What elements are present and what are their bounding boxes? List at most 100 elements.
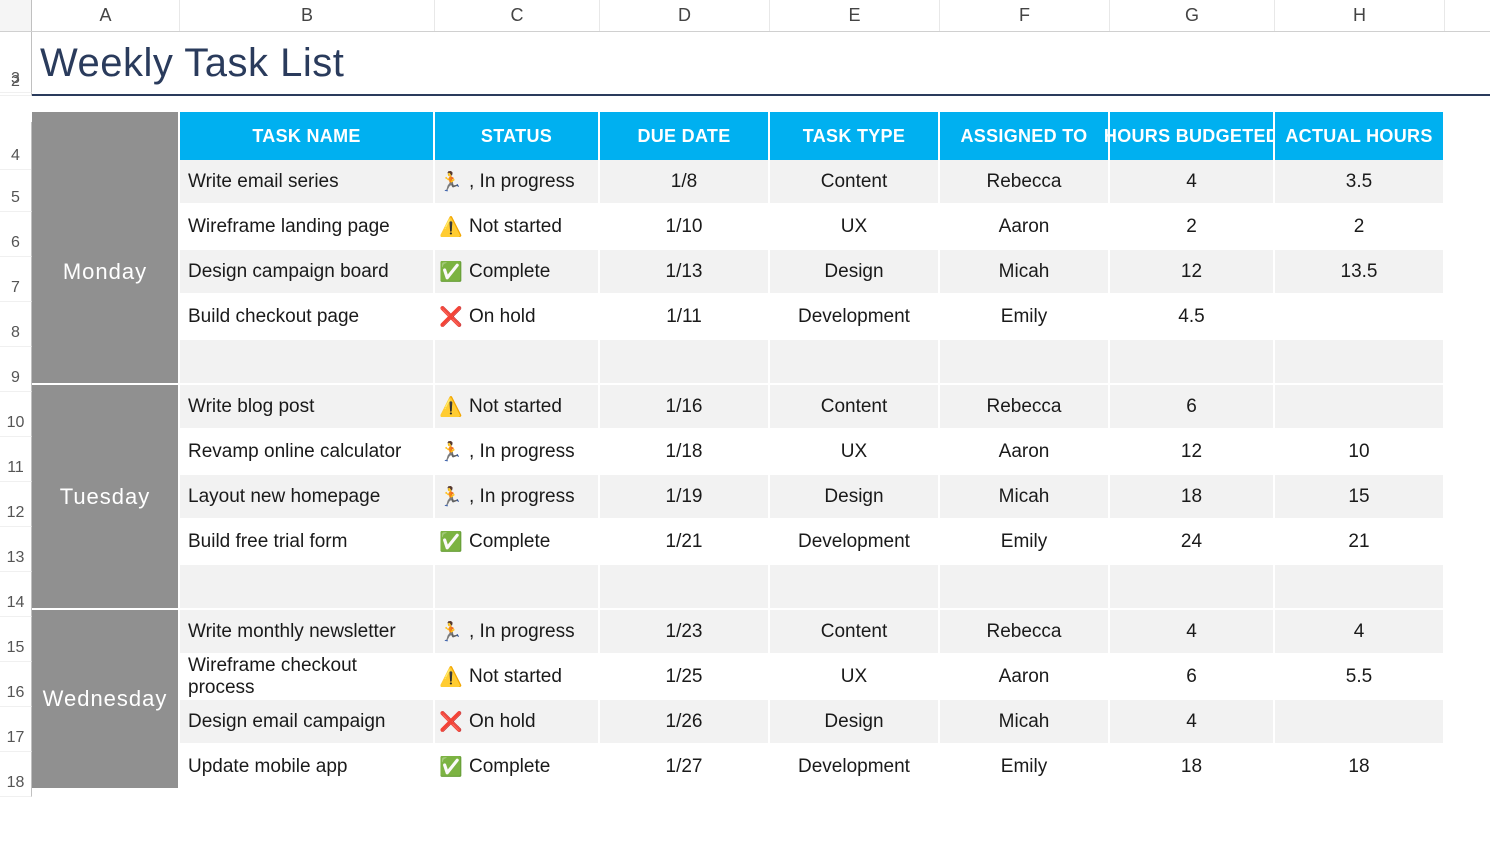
cell-hours-budgeted[interactable]: 4 <box>1110 610 1275 655</box>
cell-actual-hours[interactable]: 5.5 <box>1275 655 1445 700</box>
cell-hours-budgeted[interactable]: 18 <box>1110 745 1275 790</box>
row-header[interactable]: 7 <box>0 257 32 302</box>
cell-task-type[interactable]: Design <box>770 475 940 520</box>
th-task-type[interactable]: TASK TYPE <box>770 112 940 160</box>
cell-task-name[interactable]: Design campaign board <box>180 250 435 295</box>
cell-status[interactable]: ⚠️Not started <box>435 655 600 700</box>
cell-status[interactable]: ⚠️Not started <box>435 385 600 430</box>
cell-task-type[interactable]: Development <box>770 295 940 340</box>
cell-due-date[interactable]: 1/19 <box>600 475 770 520</box>
cell-status[interactable]: 🏃, In progress <box>435 610 600 655</box>
cell-due-date[interactable]: 1/16 <box>600 385 770 430</box>
th-actual-hours[interactable]: ACTUAL HOURS <box>1275 112 1445 160</box>
cell-assigned-to[interactable]: Aaron <box>940 430 1110 475</box>
cell-assigned-to[interactable]: Emily <box>940 745 1110 790</box>
col-header[interactable]: C <box>435 0 600 31</box>
cell-actual-hours[interactable] <box>1275 340 1445 385</box>
th-status[interactable]: STATUS <box>435 112 600 160</box>
cell-actual-hours[interactable] <box>1275 295 1445 340</box>
cell-task-name[interactable] <box>180 565 435 610</box>
cell-actual-hours[interactable]: 2 <box>1275 205 1445 250</box>
cell-task-name[interactable]: Wireframe checkout process <box>180 655 435 700</box>
row-header[interactable]: 15 <box>0 617 32 662</box>
cell-assigned-to[interactable]: Rebecca <box>940 610 1110 655</box>
cell-task-type[interactable]: UX <box>770 205 940 250</box>
cell-assigned-to[interactable]: Rebecca <box>940 385 1110 430</box>
cell-assigned-to[interactable]: Micah <box>940 475 1110 520</box>
th-task-name[interactable]: TASK NAME <box>180 112 435 160</box>
cell-actual-hours[interactable]: 10 <box>1275 430 1445 475</box>
cell-actual-hours[interactable] <box>1275 700 1445 745</box>
cell-status[interactable]: ✅Complete <box>435 250 600 295</box>
col-header[interactable]: B <box>180 0 435 31</box>
cell-task-name[interactable]: Write blog post <box>180 385 435 430</box>
cell-actual-hours[interactable]: 13.5 <box>1275 250 1445 295</box>
cell-assigned-to[interactable]: Rebecca <box>940 160 1110 205</box>
cell-due-date[interactable]: 1/13 <box>600 250 770 295</box>
select-all-corner[interactable] <box>0 0 32 31</box>
cell-task-name[interactable]: Write email series <box>180 160 435 205</box>
cell-assigned-to[interactable] <box>940 565 1110 610</box>
col-header[interactable]: D <box>600 0 770 31</box>
cell-task-type[interactable]: Content <box>770 385 940 430</box>
cell-due-date[interactable]: 1/21 <box>600 520 770 565</box>
cell-status[interactable]: 🏃, In progress <box>435 430 600 475</box>
col-header[interactable]: A <box>32 0 180 31</box>
cell-hours-budgeted[interactable]: 12 <box>1110 430 1275 475</box>
cell-due-date[interactable] <box>600 340 770 385</box>
cell-status[interactable]: ❌On hold <box>435 295 600 340</box>
cell-actual-hours[interactable]: 21 <box>1275 520 1445 565</box>
cell-hours-budgeted[interactable]: 24 <box>1110 520 1275 565</box>
cell-due-date[interactable] <box>600 565 770 610</box>
row-header[interactable]: 13 <box>0 527 32 572</box>
cell-due-date[interactable]: 1/26 <box>600 700 770 745</box>
day-label[interactable]: Wednesday <box>32 610 180 790</box>
col-header[interactable]: G <box>1110 0 1275 31</box>
row-header[interactable]: 11 <box>0 437 32 482</box>
day-label[interactable]: Monday <box>32 160 180 385</box>
cell-hours-budgeted[interactable]: 4.5 <box>1110 295 1275 340</box>
cell-actual-hours[interactable]: 3.5 <box>1275 160 1445 205</box>
cell-task-name[interactable]: Revamp online calculator <box>180 430 435 475</box>
cell-due-date[interactable]: 1/27 <box>600 745 770 790</box>
cell-status[interactable] <box>435 340 600 385</box>
cell-assigned-to[interactable]: Aaron <box>940 205 1110 250</box>
cell-hours-budgeted[interactable]: 4 <box>1110 700 1275 745</box>
row-header[interactable]: 14 <box>0 572 32 617</box>
row-header[interactable]: 6 <box>0 212 32 257</box>
row-header[interactable]: 3 <box>0 77 32 93</box>
cell-task-type[interactable]: Content <box>770 160 940 205</box>
cell-task-name[interactable]: Build checkout page <box>180 295 435 340</box>
cell-status[interactable] <box>435 565 600 610</box>
cell-due-date[interactable]: 1/18 <box>600 430 770 475</box>
cell-task-type[interactable]: Content <box>770 610 940 655</box>
cell-status[interactable]: ✅Complete <box>435 745 600 790</box>
cell-assigned-to[interactable]: Aaron <box>940 655 1110 700</box>
cell-task-name[interactable] <box>180 340 435 385</box>
cell-assigned-to[interactable]: Emily <box>940 295 1110 340</box>
cell-task-type[interactable] <box>770 340 940 385</box>
row-header[interactable]: 5 <box>0 167 32 212</box>
cell-actual-hours[interactable]: 4 <box>1275 610 1445 655</box>
cell-task-type[interactable]: Development <box>770 520 940 565</box>
cell-hours-budgeted[interactable] <box>1110 340 1275 385</box>
cell-task-type[interactable]: Design <box>770 250 940 295</box>
row-header[interactable]: 16 <box>0 662 32 707</box>
cell-assigned-to[interactable] <box>940 340 1110 385</box>
cell-hours-budgeted[interactable]: 6 <box>1110 385 1275 430</box>
cell-assigned-to[interactable]: Micah <box>940 250 1110 295</box>
cell-due-date[interactable]: 1/10 <box>600 205 770 250</box>
cell-task-type[interactable]: UX <box>770 655 940 700</box>
cell-task-type[interactable]: UX <box>770 430 940 475</box>
cell-status[interactable]: ✅Complete <box>435 520 600 565</box>
cell-task-type[interactable] <box>770 565 940 610</box>
cell-due-date[interactable]: 1/8 <box>600 160 770 205</box>
th-assigned-to[interactable]: ASSIGNED TO <box>940 112 1110 160</box>
th-hours-budgeted[interactable]: HOURS BUDGETED <box>1110 112 1275 160</box>
cell-due-date[interactable]: 1/25 <box>600 655 770 700</box>
cell-task-type[interactable]: Design <box>770 700 940 745</box>
cell-actual-hours[interactable] <box>1275 565 1445 610</box>
cell-task-name[interactable]: Write monthly newsletter <box>180 610 435 655</box>
row-header[interactable]: 10 <box>0 392 32 437</box>
cell-status[interactable]: 🏃, In progress <box>435 475 600 520</box>
